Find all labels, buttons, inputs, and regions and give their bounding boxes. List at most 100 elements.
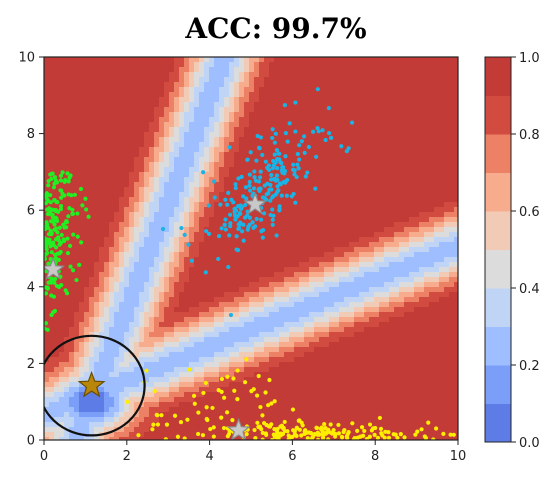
contour-cell: [194, 347, 200, 353]
contour-cell: [149, 117, 155, 123]
contour-cell: [259, 327, 265, 333]
contour-cell: [284, 197, 290, 203]
contour-cell: [99, 102, 105, 108]
contour-cell: [434, 167, 440, 173]
contour-cell: [214, 187, 220, 193]
contour-cell: [229, 267, 235, 273]
contour-cell: [284, 212, 290, 218]
contour-cell: [239, 347, 245, 353]
contour-cell: [154, 317, 160, 323]
contour-cell: [54, 127, 60, 133]
contour-cell: [144, 272, 150, 278]
contour-cell: [244, 117, 250, 123]
contour-cell: [309, 312, 315, 318]
contour-cell: [224, 152, 230, 158]
contour-cell: [374, 322, 380, 328]
contour-cell: [324, 167, 330, 173]
contour-cell: [114, 302, 120, 308]
contour-cell: [54, 102, 60, 108]
contour-cell: [359, 107, 365, 113]
contour-cell: [409, 347, 415, 353]
contour-cell: [339, 107, 345, 113]
contour-cell: [449, 157, 455, 163]
contour-cell: [184, 67, 190, 73]
contour-cell: [89, 342, 95, 348]
contour-cell: [374, 237, 380, 243]
contour-cell: [269, 282, 275, 288]
contour-cell: [154, 272, 160, 278]
contour-cell: [244, 347, 250, 353]
contour-cell: [404, 302, 410, 308]
contour-cell: [429, 97, 435, 103]
contour-cell: [429, 252, 435, 258]
contour-cell: [219, 132, 225, 138]
contour-cell: [214, 222, 220, 228]
contour-cell: [444, 262, 450, 268]
contour-cell: [364, 57, 370, 63]
contour-cell: [49, 307, 55, 313]
contour-cell: [289, 257, 295, 263]
contour-cell: [329, 202, 335, 208]
contour-cell: [149, 132, 155, 138]
contour-cell: [269, 232, 275, 238]
contour-cell: [159, 272, 165, 278]
contour-cell: [399, 342, 405, 348]
contour-cell: [194, 242, 200, 248]
contour-cell: [234, 352, 240, 358]
contour-cell: [444, 287, 450, 293]
contour-cell: [414, 337, 420, 343]
contour-cell: [439, 242, 445, 248]
contour-cell: [99, 142, 105, 148]
contour-cell: [314, 257, 320, 263]
contour-cell: [109, 237, 115, 243]
contour-cell: [334, 227, 340, 233]
contour-cell: [119, 272, 125, 278]
contour-cell: [189, 322, 195, 328]
contour-cell: [209, 57, 215, 63]
contour-cell: [439, 197, 445, 203]
contour-cell: [419, 292, 425, 298]
contour-cell: [304, 142, 310, 148]
contour-cell: [159, 287, 165, 293]
contour-cell: [374, 77, 380, 83]
contour-cell: [394, 327, 400, 333]
contour-cell: [214, 202, 220, 208]
contour-cell: [64, 317, 70, 323]
contour-cell: [399, 327, 405, 333]
contour-cell: [204, 317, 210, 323]
contour-cell: [104, 157, 110, 163]
contour-cell: [159, 262, 165, 268]
contour-cell: [429, 282, 435, 288]
contour-cell: [139, 157, 145, 163]
contour-cell: [369, 217, 375, 223]
contour-cell: [109, 322, 115, 328]
contour-cell: [119, 192, 125, 198]
contour-cell: [259, 182, 265, 188]
contour-cell: [219, 352, 225, 358]
contour-cell: [159, 297, 165, 303]
contour-cell: [294, 177, 300, 183]
contour-cell: [79, 192, 85, 198]
contour-cell: [354, 127, 360, 133]
contour-cell: [279, 297, 285, 303]
contour-cell: [199, 332, 205, 338]
contour-cell: [329, 87, 335, 93]
contour-cell: [244, 67, 250, 73]
contour-cell: [364, 252, 370, 258]
contour-cell: [254, 347, 260, 353]
contour-cell: [169, 62, 175, 68]
contour-cell: [99, 282, 105, 288]
contour-cell: [384, 82, 390, 88]
contour-cell: [324, 182, 330, 188]
contour-cell: [409, 62, 415, 68]
contour-cell: [359, 92, 365, 98]
contour-cell: [329, 112, 335, 118]
contour-cell: [259, 307, 265, 313]
contour-cell: [224, 167, 230, 173]
contour-cell: [84, 62, 90, 68]
contour-cell: [309, 142, 315, 148]
contour-cell: [349, 107, 355, 113]
contour-cell: [204, 217, 210, 223]
contour-cell: [389, 137, 395, 143]
contour-cell: [124, 57, 130, 63]
